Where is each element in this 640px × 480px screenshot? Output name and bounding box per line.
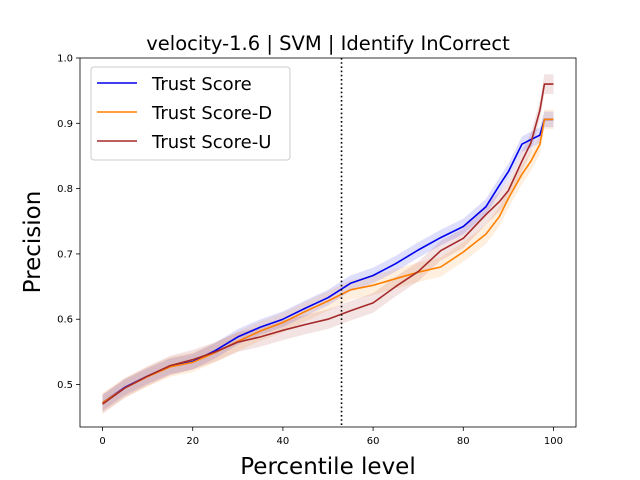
y-tick-label: 0.8 bbox=[57, 184, 73, 195]
x-axis-label: Percentile level bbox=[240, 454, 415, 480]
chart-title: velocity-1.6 | SVM | Identify InCorrect bbox=[146, 32, 510, 55]
x-tick-label: 40 bbox=[277, 436, 290, 447]
legend: Trust Score Trust Score-D Trust Score-U bbox=[90, 66, 291, 161]
series-lines bbox=[102, 83, 554, 405]
legend-label: Trust Score-U bbox=[151, 132, 271, 153]
confidence-bands bbox=[102, 74, 554, 414]
line-series-2 bbox=[102, 118, 554, 404]
legend-box bbox=[90, 66, 291, 161]
legend-label: Trust Score-D bbox=[151, 103, 272, 124]
band-series-1 bbox=[102, 111, 554, 411]
y-tick-label: 0.5 bbox=[57, 380, 73, 391]
x-axis-ticks: 0 20 40 60 80 100 bbox=[99, 427, 563, 447]
x-tick-label: 0 bbox=[99, 436, 105, 447]
y-tick-label: 0.9 bbox=[57, 119, 73, 130]
x-tick-label: 100 bbox=[544, 436, 563, 447]
axes-frame bbox=[79, 57, 577, 428]
y-tick-label: 0.7 bbox=[57, 249, 73, 260]
x-tick-label: 20 bbox=[186, 436, 199, 447]
band-series-2 bbox=[102, 109, 554, 413]
legend-label: Trust Score bbox=[151, 74, 252, 95]
y-tick-label: 1.0 bbox=[57, 54, 73, 65]
x-tick-label: 60 bbox=[367, 436, 380, 447]
y-tick-label: 0.6 bbox=[57, 315, 73, 326]
band-series-3 bbox=[102, 74, 554, 414]
x-tick-label: 80 bbox=[457, 436, 470, 447]
y-axis-ticks: 0.5 0.6 0.7 0.8 0.9 1.0 bbox=[57, 54, 80, 391]
line-series-3 bbox=[102, 83, 554, 405]
y-axis-label: Precision bbox=[20, 191, 46, 294]
